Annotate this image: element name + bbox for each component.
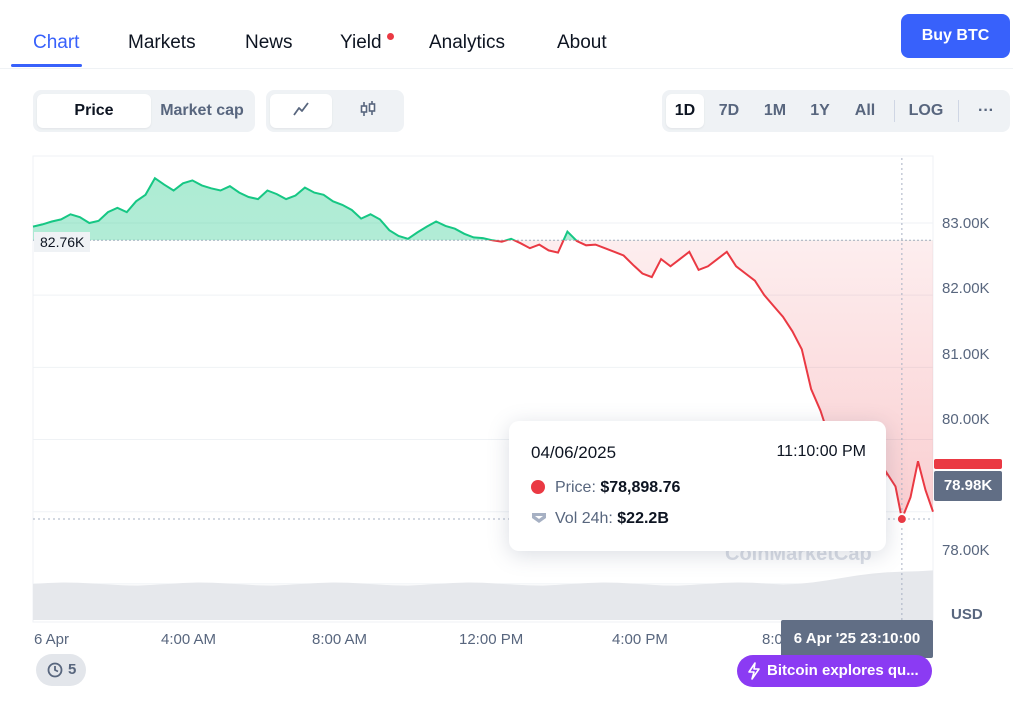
- history-count: 5: [68, 661, 77, 678]
- range-1m[interactable]: 1M: [763, 102, 787, 119]
- y-tick: 78.00K: [942, 542, 990, 559]
- candlestick-icon: [360, 101, 376, 116]
- tab-about[interactable]: About: [557, 32, 607, 53]
- market-cap-toggle[interactable]: Market cap: [160, 102, 244, 119]
- divider: [894, 100, 895, 122]
- buy-btc-button[interactable]: Buy BTC: [901, 14, 1010, 58]
- y-tick: 83.00K: [942, 215, 990, 232]
- divider: [958, 100, 959, 122]
- more-options-button[interactable]: ···: [978, 102, 994, 119]
- range-all[interactable]: All: [854, 102, 876, 119]
- tooltip-vol-label: Vol 24h:: [555, 510, 613, 527]
- currency-label: USD: [951, 606, 983, 623]
- tooltip-date: 04/06/2025: [531, 443, 617, 462]
- y-tick: 82.00K: [942, 280, 990, 297]
- volume-icon: [532, 513, 546, 523]
- time-range-selector: 1D 7D 1M 1Y All LOG ···: [662, 90, 1010, 132]
- current-price-tag: 78.98K: [934, 471, 1002, 501]
- price-chart[interactable]: [0, 150, 1013, 702]
- tooltip-price-label: Price:: [555, 479, 596, 496]
- x-tick: 8:00 AM: [312, 631, 368, 648]
- price-line-down: [487, 240, 934, 523]
- x-tick: 12:00 PM: [459, 631, 524, 648]
- history-button[interactable]: 5: [36, 654, 86, 686]
- x-tick: 4:00 PM: [612, 631, 668, 648]
- baseline-price-tag: 82.76K: [34, 232, 91, 252]
- tab-chart[interactable]: Chart: [33, 32, 80, 53]
- price-line-up: [32, 176, 578, 241]
- notification-dot: [387, 33, 394, 40]
- crosshair-time-badge: 6 Apr '25 23:10:00: [781, 620, 933, 658]
- chart-type-toggle: Price Market cap: [33, 90, 255, 132]
- price-toggle[interactable]: Price: [37, 94, 151, 128]
- active-tab-underline: [11, 64, 82, 67]
- y-tick: 81.00K: [942, 346, 990, 363]
- history-icon: [47, 662, 63, 678]
- news-pill[interactable]: Bitcoin explores qu...: [737, 655, 932, 687]
- news-pill-text: Bitcoin explores qu...: [767, 662, 919, 679]
- lightning-icon: [748, 662, 760, 680]
- range-1y[interactable]: 1Y: [810, 102, 830, 119]
- tooltip-volume-row: Vol 24h: $22.2B: [531, 510, 669, 528]
- tooltip-price-row: Price: $78,898.76: [531, 479, 680, 497]
- x-tick: 4:00 AM: [161, 631, 217, 648]
- tooltip-time: 11:10:00 PM: [776, 443, 866, 460]
- top-nav: Chart Markets News Yield Analytics About…: [0, 0, 1013, 69]
- tab-analytics[interactable]: Analytics: [429, 32, 506, 53]
- tooltip-price-value: $78,898.76: [600, 479, 681, 496]
- price-area-up: [33, 178, 933, 241]
- volume-area: [33, 570, 933, 620]
- tab-yield[interactable]: Yield: [340, 32, 382, 53]
- range-7d[interactable]: 7D: [718, 102, 740, 119]
- price-dot-icon: [531, 480, 545, 494]
- range-1d[interactable]: 1D: [666, 94, 704, 128]
- line-chart-button[interactable]: [270, 94, 332, 128]
- tab-markets[interactable]: Markets: [128, 32, 196, 53]
- y-tick: 80.00K: [942, 411, 990, 428]
- line-chart-icon: [293, 102, 309, 116]
- chart-view-toggle: [266, 90, 404, 132]
- x-tick: 8:0: [762, 631, 783, 648]
- candlestick-button[interactable]: [336, 94, 400, 128]
- x-tick: 6 Apr: [34, 631, 70, 648]
- tooltip-vol-value: $22.2B: [617, 510, 669, 527]
- hover-point: [895, 513, 908, 526]
- current-price-marker: [934, 459, 1002, 469]
- tab-news[interactable]: News: [245, 32, 293, 53]
- price-area-down: [492, 240, 933, 519]
- price-tooltip: 04/06/2025 11:10:00 PM Price: $78,898.76…: [509, 421, 886, 551]
- log-scale-toggle[interactable]: LOG: [908, 102, 944, 119]
